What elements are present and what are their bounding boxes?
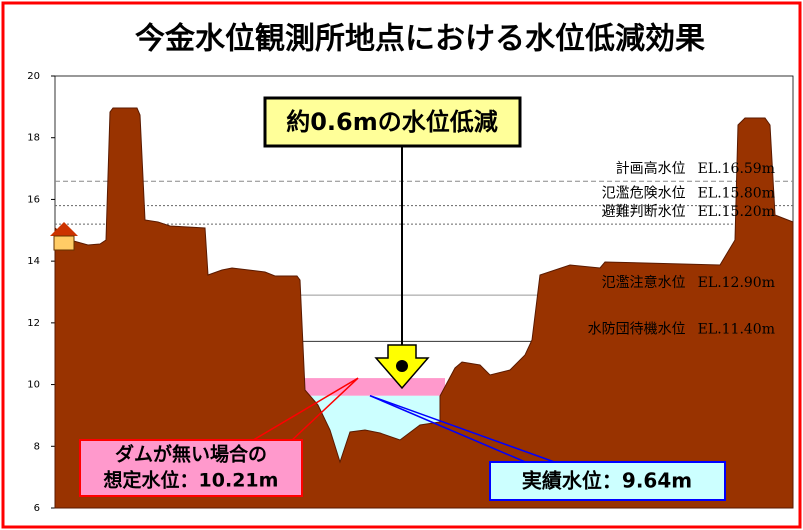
y-tick-label: 12	[27, 318, 40, 329]
reference-value: EL.11.40m	[698, 321, 775, 337]
reference-value: EL.12.90m	[698, 275, 775, 291]
water-level	[300, 378, 445, 396]
chart-title: 今金水位観測所地点における水位低減効果	[135, 22, 705, 57]
reference-label: 水防団待機水位 EL.11.40m	[588, 321, 775, 337]
reference-name: 避難判断水位	[602, 204, 686, 220]
arrow-dot	[396, 360, 408, 372]
level-text: ダムが無い場合の	[115, 443, 267, 466]
y-tick-label: 18	[27, 133, 40, 144]
y-tick-label: 20	[27, 71, 40, 82]
reference-value: EL.16.59m	[698, 161, 775, 177]
callout-text: 約0.6mの水位低減	[286, 108, 498, 136]
reference-name: 氾濫危険水位	[602, 186, 686, 202]
reference-name: 計画高水位	[616, 160, 686, 177]
level-text: 実績水位：9.64m	[522, 469, 692, 493]
reference-name: 氾濫注意水位	[602, 274, 686, 291]
y-tick-label: 14	[27, 256, 40, 267]
chart: 今金水位観測所地点における水位低減効果 6 8 10 12 14 16 18 20 計画高水位…	[0, 0, 803, 530]
level-text: 想定水位：10.21m	[104, 469, 279, 492]
reference-name: 水防団待機水位	[588, 321, 686, 337]
y-tick-label: 16	[27, 194, 40, 205]
reference-value: EL.15.80m	[698, 186, 775, 202]
reference-value: EL.15.20m	[698, 204, 775, 220]
y-tick-label: 10	[27, 380, 40, 391]
y-tick-label: 6	[34, 503, 40, 514]
y-tick-label: 8	[34, 441, 40, 452]
